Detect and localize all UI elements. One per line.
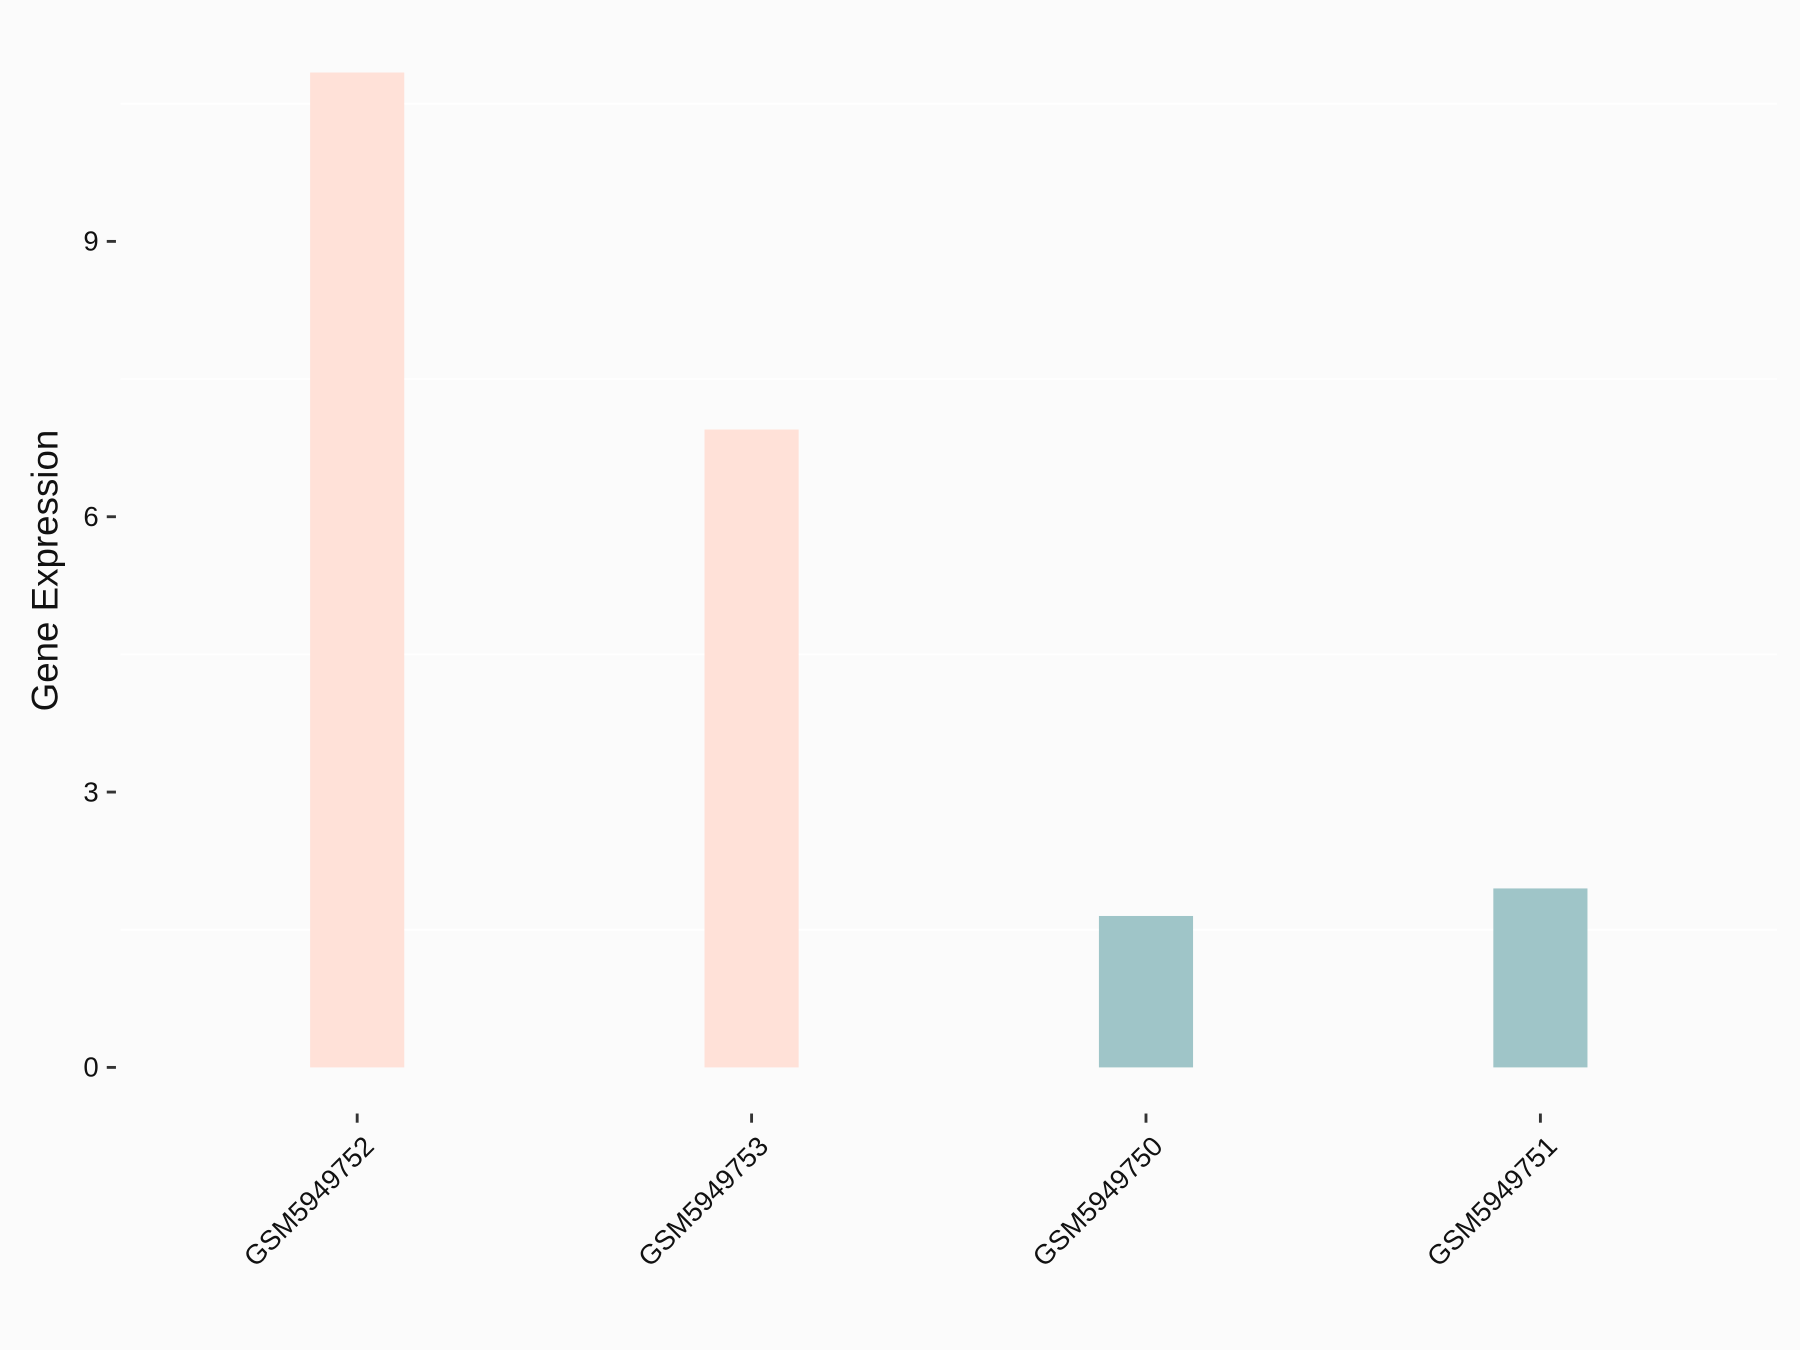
- y-tick-label: 6: [83, 501, 98, 532]
- bar: [704, 429, 799, 1068]
- bar: [1098, 915, 1194, 1068]
- bar: [310, 72, 405, 1068]
- y-tick-label: 9: [83, 226, 98, 257]
- bar: [1493, 888, 1588, 1068]
- y-tick-label: 0: [83, 1052, 98, 1083]
- y-axis-title: Gene Expression: [24, 430, 65, 712]
- y-tick-label: 3: [83, 776, 98, 807]
